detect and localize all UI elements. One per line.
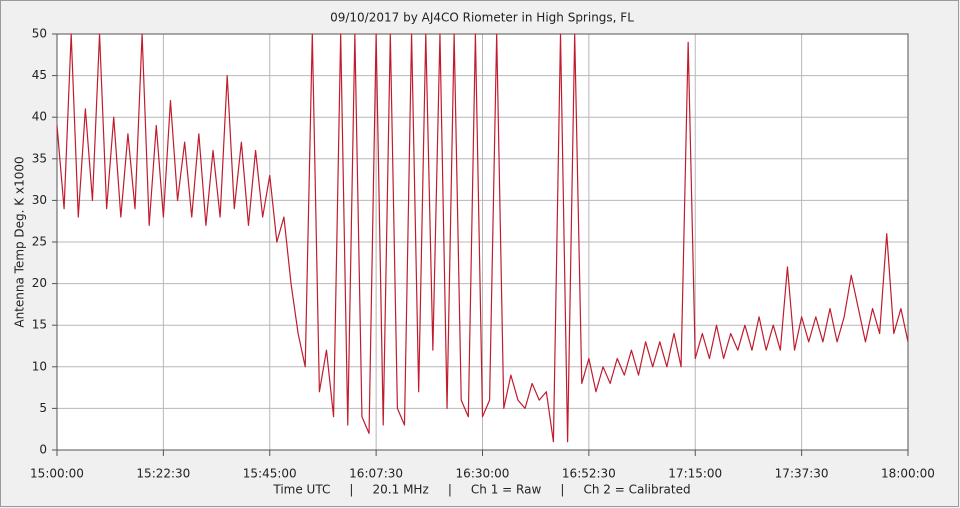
y-axis-label: Antenna Temp Deg. K x1000 (13, 156, 27, 327)
y-tick-label: 30 (32, 193, 47, 207)
x-tick-label: 17:37:30 (775, 467, 829, 481)
y-tick-label: 20 (32, 276, 47, 290)
y-tick-label: 5 (39, 401, 47, 415)
x-tick-label: 18:00:00 (881, 467, 935, 481)
x-tick-label: 16:30:00 (456, 467, 510, 481)
y-tick-label: 50 (32, 27, 47, 41)
y-tick-label: 15 (32, 318, 47, 332)
plot-border (56, 33, 909, 451)
y-tick-label: 10 (32, 359, 47, 373)
y-tick-label: 0 (39, 443, 47, 457)
x-tick-label: 15:22:30 (136, 467, 190, 481)
x-tick-label: 15:00:00 (30, 467, 84, 481)
data-line (56, 33, 909, 443)
x-tick-label: 16:07:30 (349, 467, 403, 481)
x-tick-label: 15:45:00 (243, 467, 297, 481)
x-tick-label: 17:15:00 (668, 467, 722, 481)
chart-title: 09/10/2017 by AJ4CO Riometer in High Spr… (330, 11, 634, 25)
y-tick-label: 35 (32, 151, 47, 165)
x-tick-label: 16:52:30 (562, 467, 616, 481)
y-tick-label: 40 (32, 110, 47, 124)
y-tick-label: 45 (32, 68, 47, 82)
x-axis-label: Time UTC | 20.1 MHz | Ch 1 = Raw | Ch 2 … (272, 483, 690, 497)
y-tick-label: 25 (32, 235, 47, 249)
